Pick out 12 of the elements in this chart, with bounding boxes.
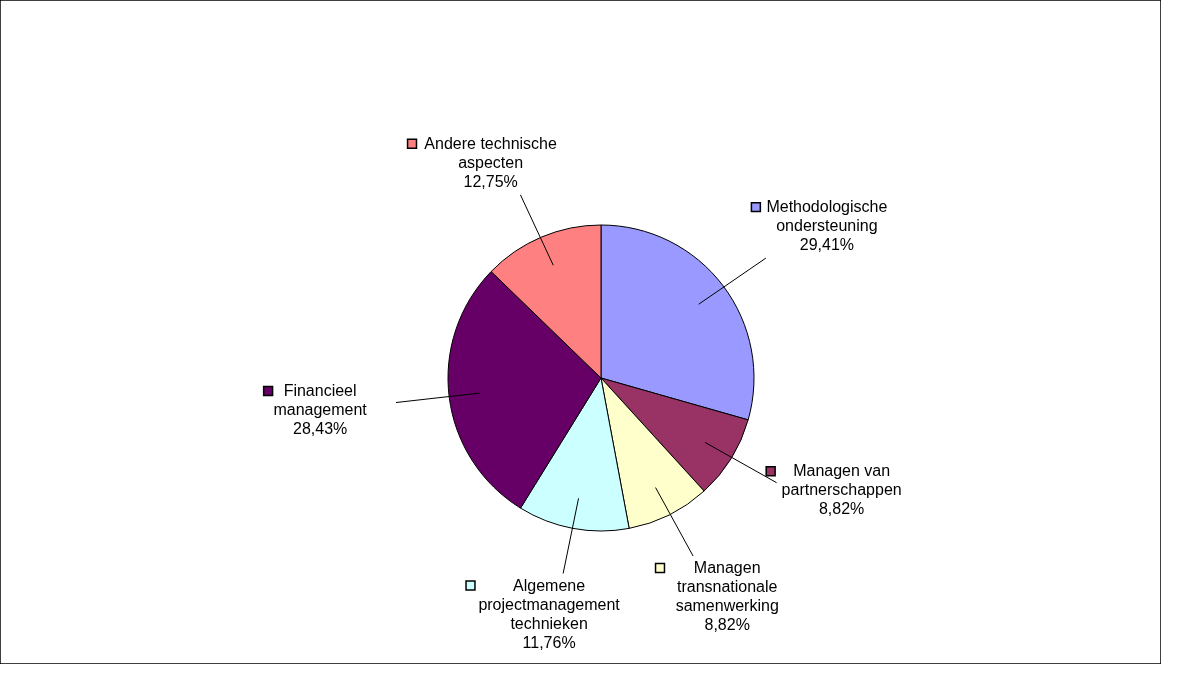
legend-label: Algemene projectmanagement technieken	[478, 576, 621, 632]
data-label: 29,41%	[799, 236, 855, 254]
data-label: 8,82%	[818, 500, 865, 518]
legend-label: Managen transnationale samenwerking	[675, 559, 779, 615]
legend-label: Financieel management	[273, 382, 368, 419]
data-label: 8,82%	[704, 616, 750, 634]
legend-label: Managen van partnerschappen	[781, 462, 902, 499]
data-label: 28,43%	[292, 420, 348, 438]
legend-label: Andere technische aspecten	[424, 134, 557, 171]
data-label: 11,76%	[522, 633, 576, 651]
legend-label: Methodologische ondersteuning	[766, 198, 888, 235]
data-label: 12,75%	[463, 172, 518, 190]
